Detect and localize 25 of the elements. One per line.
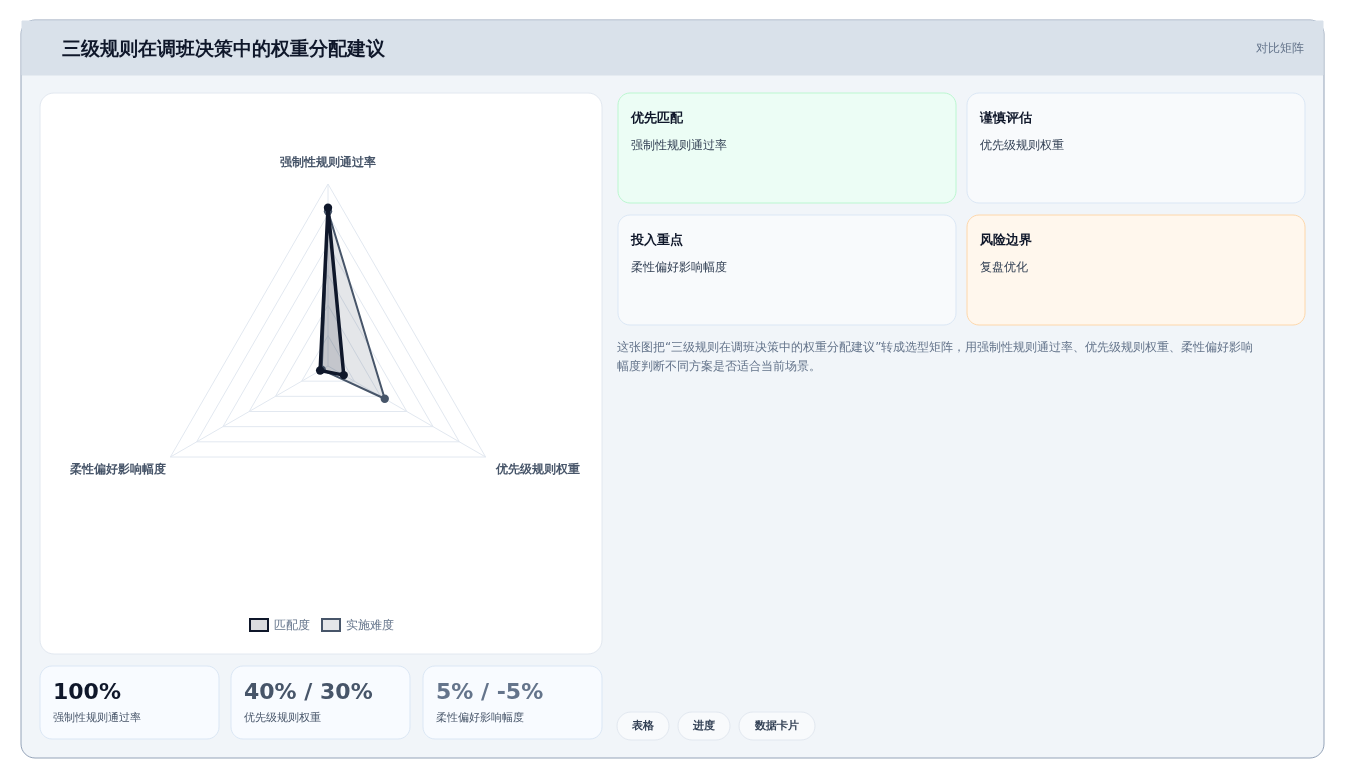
spoke-label: 优先级规则权重 [494,462,580,476]
spoke-label: 柔性偏好影响幅度 [69,462,167,476]
text: 优先级规则权重 [244,711,321,724]
spoke-label: 强制性规则通过率 [280,155,376,169]
text: 优先匹配 [630,110,684,125]
text: 40% / 30% [244,679,373,704]
text: 柔性偏好影响幅度 [631,260,727,274]
text: 柔性偏好影响幅度 [436,711,524,724]
chart-title: 三级规则在调班决策中的权重分配建议 [62,37,386,59]
legend-label: 实施难度 [346,618,394,632]
legend-label: 匹配度 [274,618,310,632]
text: 强制性规则通过率 [631,138,727,152]
text: 投入重点 [630,232,683,247]
text: 对比矩阵 [1256,41,1304,55]
text: 100% [53,679,121,704]
text: 谨慎评估 [979,110,1032,125]
text: 这张图把“三级规则在调班决策中的权重分配建议”转成选型矩阵，用强制性规则通过率、优先级规则权重、柔性偏好影响幅度判断不同方案是否适合当前场景。 [617,340,1254,373]
text: 5% / -5% [436,679,544,704]
text: 表格 [631,719,655,732]
text: 强制性规则通过率 [53,711,141,724]
text: 进度 [692,719,715,732]
text: 风险边界 [979,232,1032,247]
text: 优先级规则权重 [980,138,1064,152]
text: 数据卡片 [754,719,799,732]
text: 复盘优化 [980,260,1028,274]
